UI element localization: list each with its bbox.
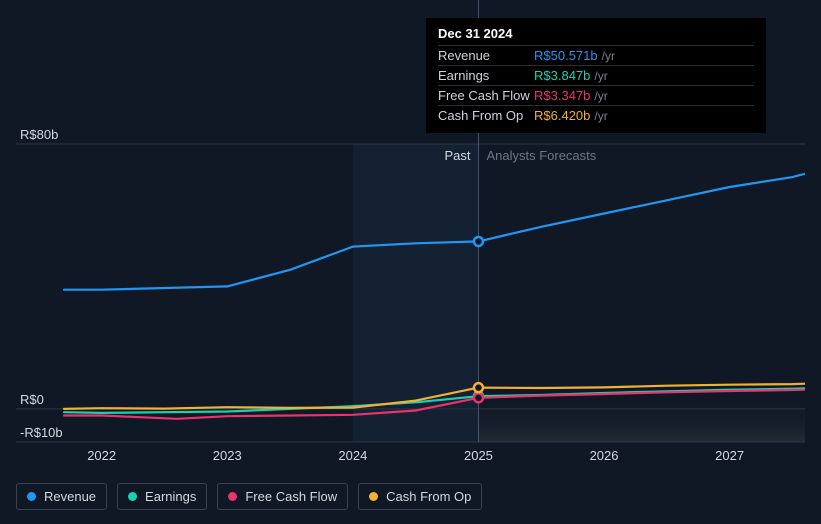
legend-label: Revenue xyxy=(44,489,96,504)
legend-label: Earnings xyxy=(145,489,196,504)
tooltip-row: RevenueR$50.571b/yr xyxy=(438,45,754,65)
svg-text:R$0: R$0 xyxy=(20,392,44,407)
legend-dot xyxy=(369,492,378,501)
legend-dot xyxy=(128,492,137,501)
tooltip-row-unit: /yr xyxy=(594,89,607,103)
svg-text:Past: Past xyxy=(444,148,470,163)
svg-text:2022: 2022 xyxy=(87,448,116,463)
tooltip-row: EarningsR$3.847b/yr xyxy=(438,65,754,85)
legend-label: Free Cash Flow xyxy=(245,489,337,504)
tooltip-row: Cash From OpR$6.420b/yr xyxy=(438,105,754,125)
tooltip-row-value: R$50.571b xyxy=(534,48,598,63)
tooltip-row-label: Cash From Op xyxy=(438,108,534,123)
chart-legend: Revenue Earnings Free Cash Flow Cash From O… xyxy=(16,483,482,510)
tooltip-row-unit: /yr xyxy=(594,109,607,123)
tooltip-row-value: R$3.847b xyxy=(534,68,590,83)
svg-text:2024: 2024 xyxy=(338,448,367,463)
legend-dot xyxy=(228,492,237,501)
tooltip-date: Dec 31 2024 xyxy=(438,26,754,45)
legend-label: Cash From Op xyxy=(386,489,471,504)
tooltip-row-value: R$3.347b xyxy=(534,88,590,103)
svg-text:-R$10b: -R$10b xyxy=(20,425,63,440)
tooltip-row-label: Earnings xyxy=(438,68,534,83)
tooltip-row-label: Free Cash Flow xyxy=(438,88,534,103)
tooltip-row-label: Revenue xyxy=(438,48,534,63)
tooltip-row-unit: /yr xyxy=(602,49,615,63)
legend-item-fcf[interactable]: Free Cash Flow xyxy=(217,483,348,510)
svg-text:2027: 2027 xyxy=(715,448,744,463)
legend-item-earnings[interactable]: Earnings xyxy=(117,483,207,510)
svg-text:2023: 2023 xyxy=(213,448,242,463)
chart-tooltip: Dec 31 2024 RevenueR$50.571b/yrEarningsR… xyxy=(426,18,766,133)
legend-item-revenue[interactable]: Revenue xyxy=(16,483,107,510)
tooltip-row-value: R$6.420b xyxy=(534,108,590,123)
tooltip-row-unit: /yr xyxy=(594,69,607,83)
svg-text:Analysts Forecasts: Analysts Forecasts xyxy=(486,148,596,163)
tooltip-row: Free Cash FlowR$3.347b/yr xyxy=(438,85,754,105)
svg-text:2025: 2025 xyxy=(464,448,493,463)
legend-item-cfo[interactable]: Cash From Op xyxy=(358,483,482,510)
svg-text:2026: 2026 xyxy=(590,448,619,463)
legend-dot xyxy=(27,492,36,501)
svg-text:R$80b: R$80b xyxy=(20,127,58,142)
